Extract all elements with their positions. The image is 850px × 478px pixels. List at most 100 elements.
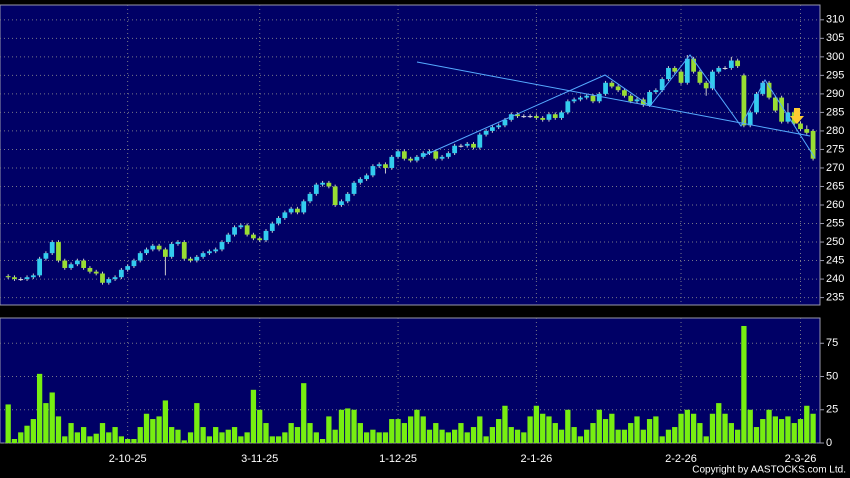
volume-bar bbox=[596, 409, 602, 443]
candle-body bbox=[722, 67, 728, 69]
candle-body bbox=[502, 119, 508, 126]
candle-body bbox=[414, 156, 420, 161]
candle-body bbox=[345, 193, 351, 202]
y-tick-label: 255 bbox=[826, 217, 844, 229]
volume-bar bbox=[206, 436, 213, 443]
y-tick-label: 275 bbox=[826, 143, 844, 155]
candle-body bbox=[603, 82, 608, 94]
x-tick-label: 2-2-26 bbox=[665, 453, 697, 465]
candle-body bbox=[395, 151, 401, 157]
y-tick-label: 250 bbox=[826, 236, 844, 248]
volume-bar bbox=[433, 423, 439, 443]
volume-bar bbox=[420, 416, 426, 443]
volume-bar bbox=[156, 416, 162, 443]
volume-tick-label: 75 bbox=[826, 337, 838, 349]
copyright: Copyright by AASTOCKS.com Ltd. bbox=[692, 465, 846, 476]
candle-body bbox=[785, 112, 791, 122]
volume-bar bbox=[615, 429, 621, 443]
volume-bar bbox=[288, 423, 294, 443]
volume-bar bbox=[678, 413, 684, 443]
candle-body bbox=[615, 86, 621, 91]
candle-body bbox=[779, 97, 785, 122]
candle-body bbox=[427, 151, 432, 154]
volume-bar bbox=[634, 416, 640, 443]
volume-bar bbox=[395, 419, 401, 443]
volume-bar bbox=[231, 427, 238, 443]
volume-bar bbox=[99, 423, 106, 443]
candle-body bbox=[716, 67, 722, 72]
candle-body bbox=[282, 212, 288, 218]
volume-bar bbox=[187, 432, 194, 443]
volume-bar bbox=[439, 429, 445, 443]
candle-body bbox=[81, 260, 87, 268]
volume-bar bbox=[552, 423, 558, 443]
candle-body bbox=[647, 92, 652, 105]
volume-bar bbox=[357, 423, 363, 443]
volume-bar bbox=[483, 436, 489, 443]
volume-bar bbox=[521, 432, 527, 443]
volume-bar bbox=[225, 429, 231, 443]
volume-bar bbox=[665, 429, 672, 443]
candle-body bbox=[332, 186, 338, 205]
candle-body bbox=[672, 67, 678, 72]
volume-bar bbox=[640, 429, 646, 443]
candle-body bbox=[666, 67, 671, 80]
candle-body bbox=[747, 112, 753, 126]
volume-bar bbox=[628, 423, 634, 443]
volume-bar bbox=[753, 427, 760, 443]
volume-bar bbox=[646, 419, 653, 443]
volume-bar bbox=[181, 440, 187, 443]
candle-body bbox=[477, 134, 483, 148]
candle-body bbox=[445, 153, 451, 157]
candle-body bbox=[295, 208, 300, 213]
candle-body bbox=[225, 234, 231, 243]
volume-bar bbox=[734, 429, 741, 443]
candle-body bbox=[578, 97, 583, 100]
candle-body bbox=[559, 112, 564, 118]
volume-bar bbox=[30, 419, 36, 443]
candle-body bbox=[634, 99, 640, 102]
candle-body bbox=[263, 230, 269, 241]
candle-body bbox=[62, 260, 68, 268]
volume-bar bbox=[319, 439, 326, 443]
candle-body bbox=[728, 60, 734, 68]
candle-body bbox=[30, 275, 36, 278]
candle-body bbox=[100, 273, 105, 283]
candle-body bbox=[257, 238, 263, 241]
volume-bar bbox=[36, 373, 43, 443]
candle-body bbox=[18, 279, 24, 281]
volume-bar bbox=[257, 409, 263, 443]
volume-bar bbox=[68, 423, 74, 443]
volume-tick-label: 25 bbox=[826, 404, 838, 416]
candle-body bbox=[534, 116, 539, 118]
candle-body bbox=[521, 116, 527, 118]
candle-body bbox=[640, 99, 646, 105]
candle-body bbox=[37, 258, 43, 276]
candle-body bbox=[565, 101, 571, 113]
volume-bar bbox=[162, 400, 169, 443]
candle-body bbox=[188, 258, 193, 261]
volume-bar bbox=[414, 409, 420, 443]
volume-bar bbox=[797, 419, 804, 443]
candle-body bbox=[540, 117, 546, 120]
volume-bar bbox=[345, 408, 351, 443]
volume-bar bbox=[338, 409, 345, 443]
candle-body bbox=[741, 75, 747, 126]
candle-body bbox=[74, 260, 80, 265]
volume-bar bbox=[709, 413, 716, 443]
volume-bar bbox=[18, 432, 24, 443]
volume-bar bbox=[238, 436, 244, 443]
candle-body bbox=[527, 116, 533, 118]
candle-body bbox=[772, 97, 778, 111]
candle-body bbox=[766, 82, 772, 98]
candle-body bbox=[144, 249, 149, 254]
candle-body bbox=[628, 95, 634, 102]
volume-bar bbox=[24, 425, 30, 443]
volume-bar bbox=[5, 404, 11, 443]
y-tick-label: 285 bbox=[826, 106, 844, 118]
volume-bar bbox=[169, 427, 175, 443]
candle-body bbox=[251, 234, 256, 239]
volume-bar bbox=[697, 423, 703, 443]
volume-bar bbox=[584, 429, 590, 443]
volume-bar bbox=[118, 436, 125, 443]
